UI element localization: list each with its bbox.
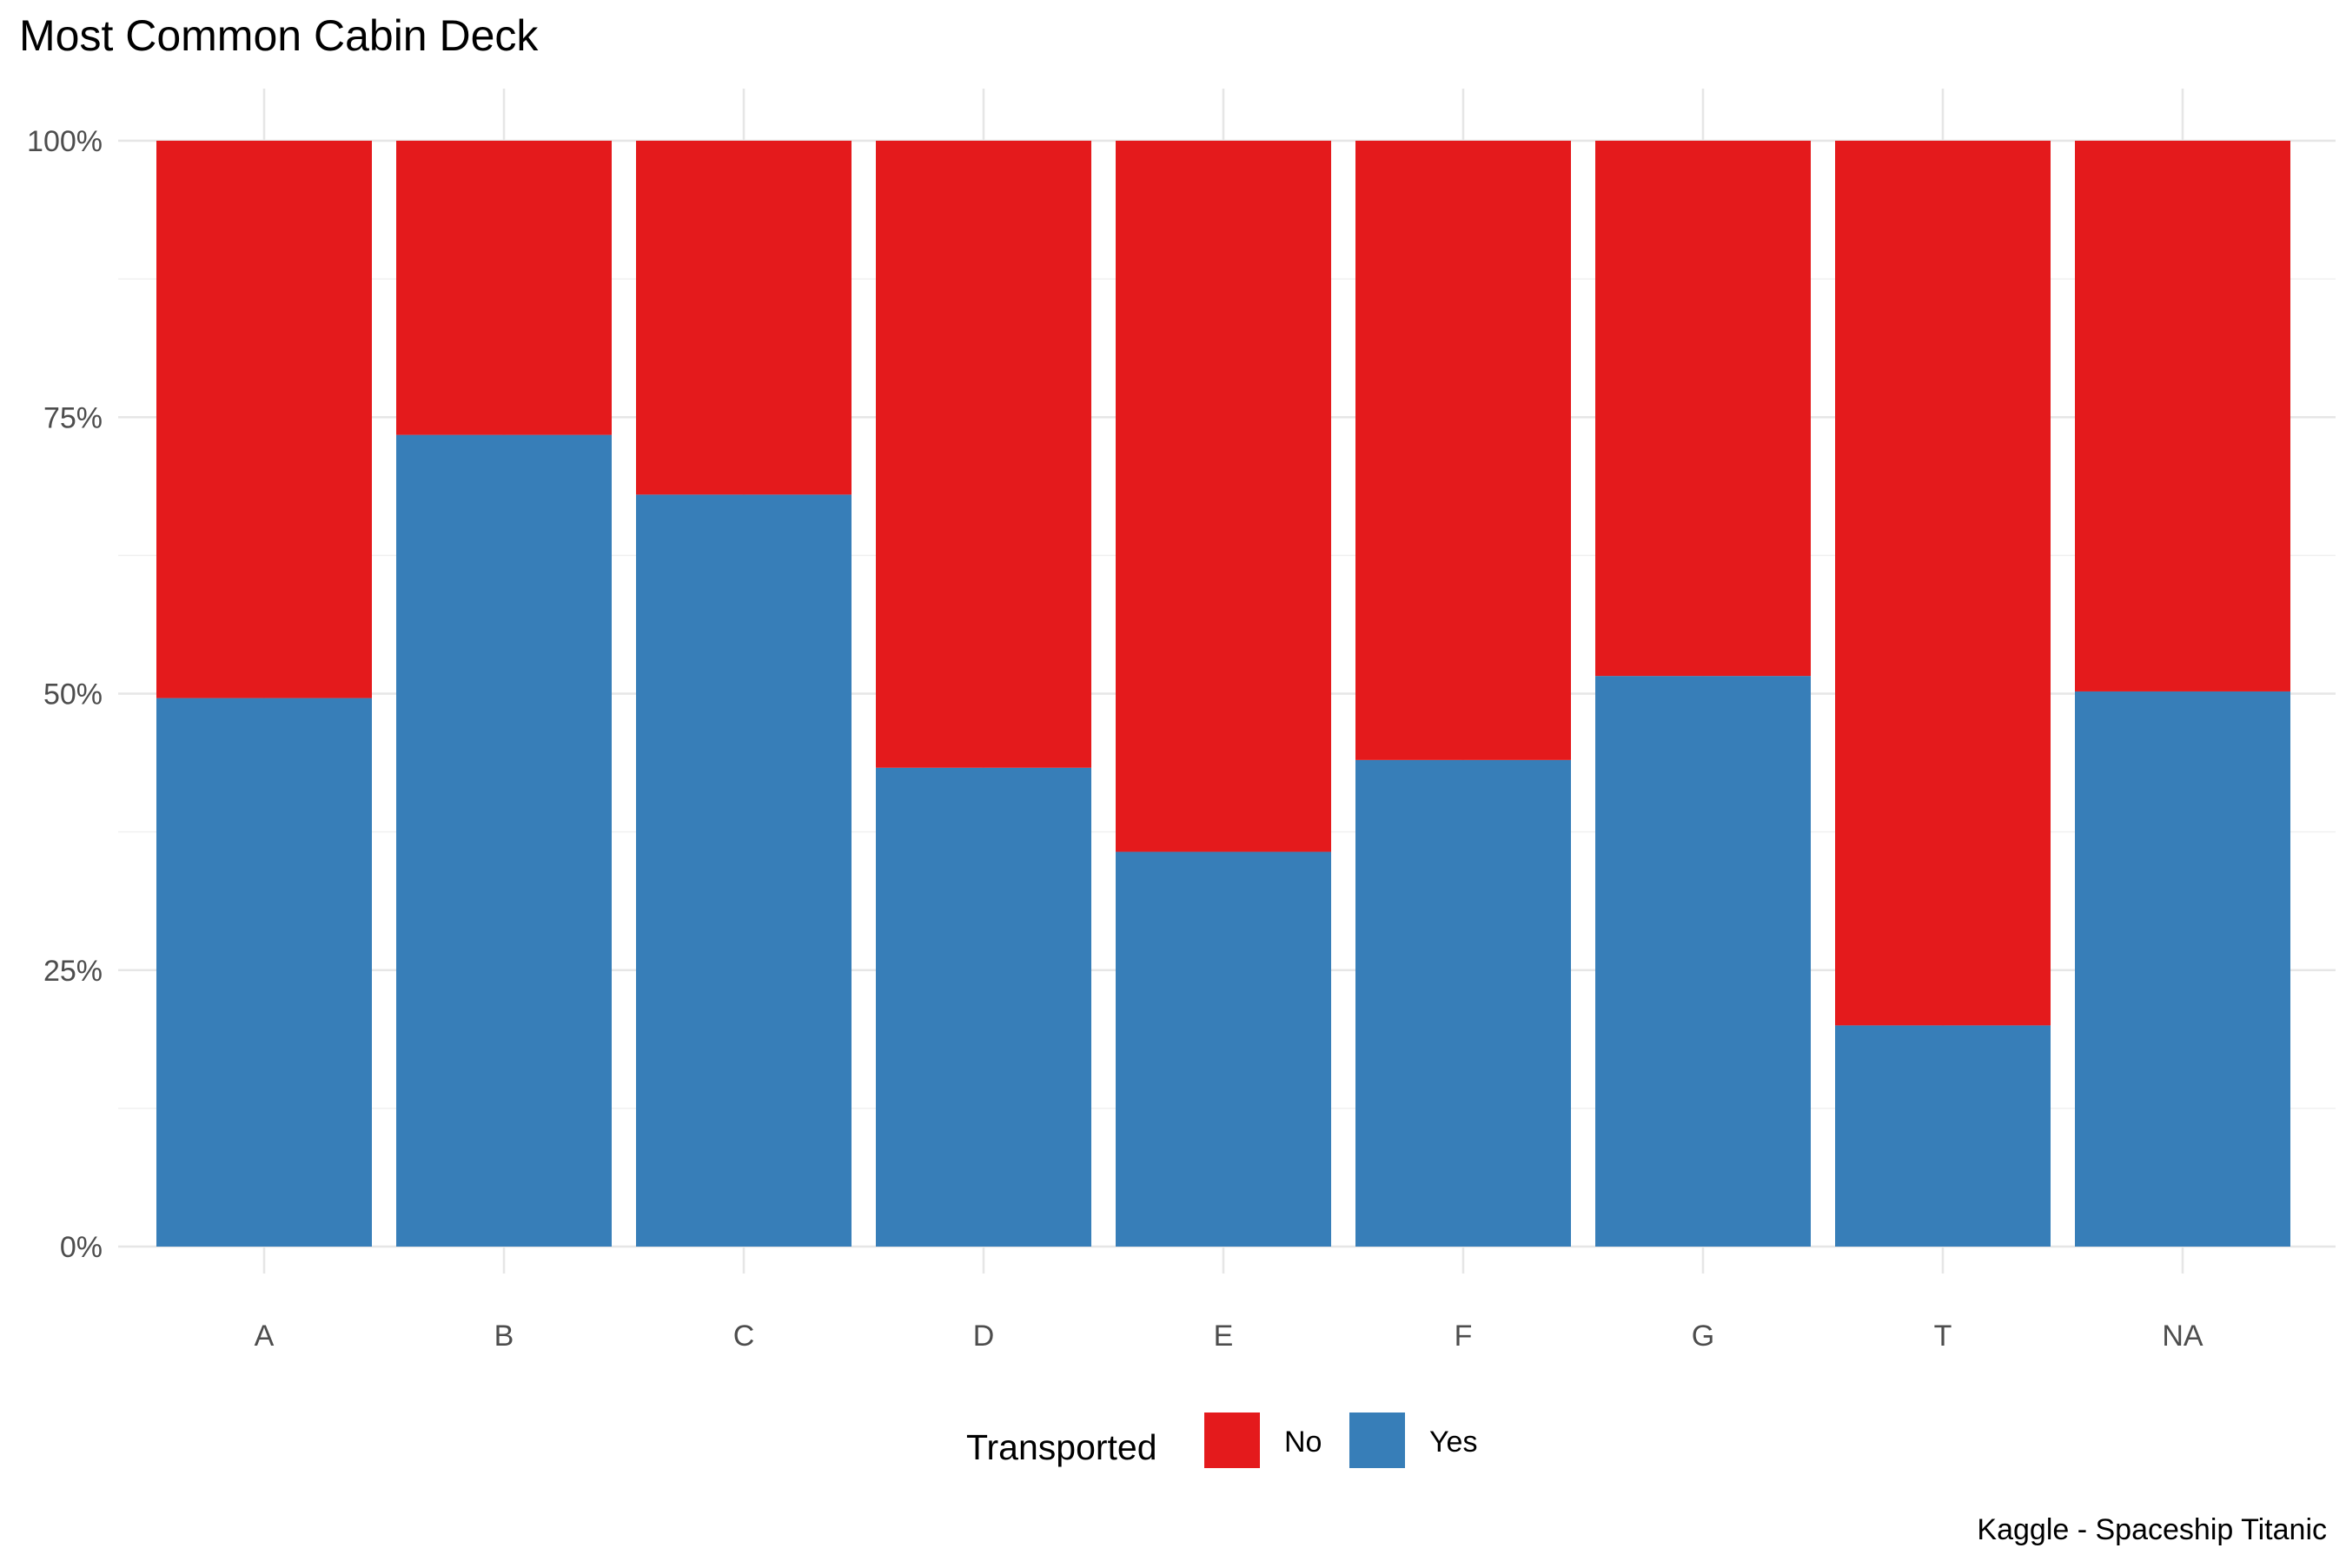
legend-items: No Yes bbox=[1204, 1413, 1477, 1468]
bar-no-a bbox=[156, 141, 372, 698]
bar-no-d bbox=[876, 141, 1091, 768]
y-tick-label: 25% bbox=[43, 955, 103, 988]
bar-no-t bbox=[1835, 141, 2051, 1026]
axis-layer: 0% 25% 50% 75% 100% A B C D E F G T NA bbox=[27, 125, 2204, 1353]
x-tick-label: E bbox=[1214, 1320, 1234, 1353]
bar-no-na bbox=[2075, 141, 2290, 691]
bar-yes-d bbox=[876, 767, 1091, 1247]
bar-no-f bbox=[1355, 141, 1571, 760]
bar-yes-c bbox=[636, 494, 852, 1247]
bar-yes-b bbox=[396, 434, 612, 1247]
x-tick-label: D bbox=[973, 1320, 995, 1353]
x-tick-label: G bbox=[1692, 1320, 1714, 1353]
bar-no-e bbox=[1116, 141, 1331, 852]
x-tick-label: A bbox=[255, 1320, 275, 1353]
bar-yes-e bbox=[1116, 851, 1331, 1247]
x-tick-label: F bbox=[1455, 1320, 1473, 1353]
bar-no-b bbox=[396, 141, 612, 435]
bar-yes-na bbox=[2075, 691, 2290, 1247]
bar-yes-a bbox=[156, 698, 372, 1247]
x-tick-label: NA bbox=[2162, 1320, 2204, 1353]
bar-no-c bbox=[636, 141, 852, 495]
bar-yes-t bbox=[1835, 1025, 2051, 1247]
x-tick-label: T bbox=[1934, 1320, 1952, 1353]
legend: Transported No Yes bbox=[966, 1413, 1477, 1468]
x-tick-label: C bbox=[733, 1320, 755, 1353]
legend-title: Transported bbox=[966, 1427, 1157, 1467]
y-tick-label: 75% bbox=[43, 401, 103, 434]
y-tick-label: 50% bbox=[43, 678, 103, 711]
x-tick-label: B bbox=[494, 1320, 514, 1353]
legend-label-no: No bbox=[1284, 1426, 1322, 1459]
chart-caption: Kaggle - Spaceship Titanic bbox=[1977, 1513, 2327, 1546]
y-tick-label: 100% bbox=[27, 125, 103, 158]
legend-label-yes: Yes bbox=[1429, 1426, 1477, 1459]
y-tick-label: 0% bbox=[60, 1231, 103, 1264]
legend-key-yes bbox=[1349, 1413, 1405, 1468]
bars-layer bbox=[156, 141, 2290, 1247]
bar-yes-f bbox=[1355, 759, 1571, 1247]
chart-title: Most Common Cabin Deck bbox=[19, 11, 539, 60]
legend-key-no bbox=[1204, 1413, 1260, 1468]
bar-yes-g bbox=[1595, 676, 1811, 1247]
bar-no-g bbox=[1595, 141, 1811, 677]
